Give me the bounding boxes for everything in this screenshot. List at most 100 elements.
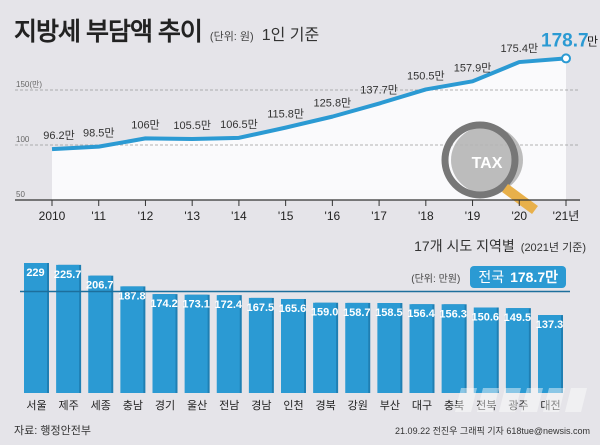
bar-value-label: 156.4	[407, 308, 435, 320]
bar-category-label: 충남	[123, 399, 143, 412]
trend-line	[51, 56, 567, 152]
x-tick-label: '13	[184, 209, 200, 223]
bar	[538, 315, 561, 393]
watermark-logo-mark	[521, 388, 543, 412]
bar-chart-subtitle: (2021년 기준)	[520, 242, 586, 254]
bar	[248, 297, 272, 393]
y-tick-label: 100	[16, 135, 30, 144]
bar-category-label: 세종	[91, 399, 111, 412]
bar-unit-label: (단위: 만원)	[411, 273, 461, 285]
bar	[120, 286, 144, 393]
watermark-logo-mark	[477, 388, 499, 412]
bar-value-label: 159.0	[311, 307, 339, 319]
header-row: 지방세 부담액 추이 (단위: 원) 1인 기준	[14, 12, 319, 48]
basis-label: 1인 기준	[261, 27, 320, 44]
bar-value-label: 137.3	[536, 319, 564, 331]
bar	[184, 294, 208, 393]
bar	[409, 304, 433, 393]
bar-category-label: 전남	[219, 399, 239, 412]
watermark-logo-mark	[499, 388, 521, 412]
watermark-logo-mark	[455, 388, 477, 412]
bar	[345, 302, 369, 393]
data-label: 106.5만	[220, 118, 258, 131]
bar-category-label: 대구	[412, 399, 432, 412]
national-value: 178.7만	[510, 269, 558, 285]
x-tick-label: '20	[511, 209, 527, 223]
bar-value-label: 158.5	[375, 307, 403, 319]
bar-value-label: 229	[26, 267, 44, 279]
bar-unit-row: (단위: 만원) 전국 178.7만	[411, 266, 566, 288]
data-label: 98.5만	[83, 127, 115, 140]
magnifier-icon	[441, 121, 519, 199]
bar-category-label: 경북	[316, 399, 336, 412]
highlight-value-label: 178.7	[541, 30, 589, 51]
watermark-logo	[455, 388, 587, 412]
bar-value-label: 206.7	[86, 280, 114, 292]
bar-value-label: 173.1	[182, 299, 210, 311]
bar	[24, 263, 47, 393]
x-tick-label: '15	[278, 209, 294, 223]
y-tick-label: 50	[16, 190, 25, 199]
bar-category-label: 전북	[476, 399, 496, 412]
x-tick-label: '12	[138, 209, 154, 223]
highlight-unit: 만	[587, 34, 598, 48]
line-area-fill	[52, 58, 566, 201]
credit-label: 21.09.22 전진우 그래픽 기자 618tue@newsis.com	[395, 426, 590, 436]
bar-value-label: 174.2	[150, 298, 178, 310]
bar-category-label: 광주	[508, 399, 528, 412]
y-tick-label: 150(만)	[16, 80, 42, 89]
bar	[441, 304, 465, 393]
bar-category-label: 대전	[540, 399, 560, 412]
x-tick-label: '11	[91, 209, 106, 223]
data-label: 157.9만	[454, 61, 492, 74]
tax-label: TAX	[472, 155, 503, 172]
bar-category-label: 울산	[187, 399, 207, 412]
bar-value-label: 172.4	[214, 299, 242, 311]
bar	[88, 275, 112, 393]
x-tick-label: '16	[325, 209, 341, 223]
bar-category-label: 서울	[26, 399, 46, 412]
data-label: 105.5만	[173, 119, 211, 132]
data-label: 175.4만	[500, 42, 538, 55]
bar-category-label: 인천	[283, 398, 303, 412]
bar	[505, 308, 529, 393]
data-label: 115.8만	[267, 108, 304, 121]
bar-chart-title: 17개 시도 지역별	[414, 238, 515, 254]
magnifier-handle	[502, 183, 538, 215]
data-label: 137.7만	[360, 84, 398, 97]
page-title: 지방세 부담액 추이	[14, 18, 203, 46]
bar	[473, 307, 497, 393]
bar-category-label: 제주	[59, 399, 79, 412]
tax-bag-icon	[451, 126, 523, 194]
bar-category-label: 경기	[155, 399, 175, 412]
bar-value-label: 150.6	[471, 312, 499, 324]
bar-category-label: 충북	[444, 399, 464, 412]
bar	[152, 294, 176, 393]
bar-value-label: 167.5	[247, 302, 275, 314]
bar-value-label: 158.7	[343, 307, 371, 319]
bar-value-label: 165.6	[279, 303, 307, 315]
x-tick-label: '14	[231, 209, 247, 223]
bar	[313, 302, 337, 393]
last-point-marker	[561, 53, 571, 64]
watermark-logo-mark	[565, 388, 587, 412]
bar-value-label: 187.8	[118, 290, 146, 302]
data-label: 96.2만	[43, 129, 75, 142]
data-label: 125.8만	[314, 97, 352, 110]
bar-value-label: 149.5	[504, 312, 532, 324]
bar	[377, 303, 401, 393]
data-label: 106만	[131, 118, 159, 131]
data-label: 150.5만	[407, 69, 445, 82]
national-label: 전국	[478, 269, 505, 285]
bar	[216, 295, 240, 393]
bar-category-label: 강원	[348, 399, 368, 412]
bar-value-label: 225.7	[54, 269, 82, 281]
x-tick-label: '21년	[553, 209, 580, 223]
x-tick-label: '18	[418, 209, 434, 223]
watermark-logo-mark	[543, 388, 565, 412]
bar-value-label: 156.3	[439, 308, 467, 320]
bar-category-label: 경남	[251, 399, 271, 412]
source-label: 자료: 행정안전부	[14, 425, 91, 437]
unit-label: (단위: 원)	[209, 31, 254, 43]
